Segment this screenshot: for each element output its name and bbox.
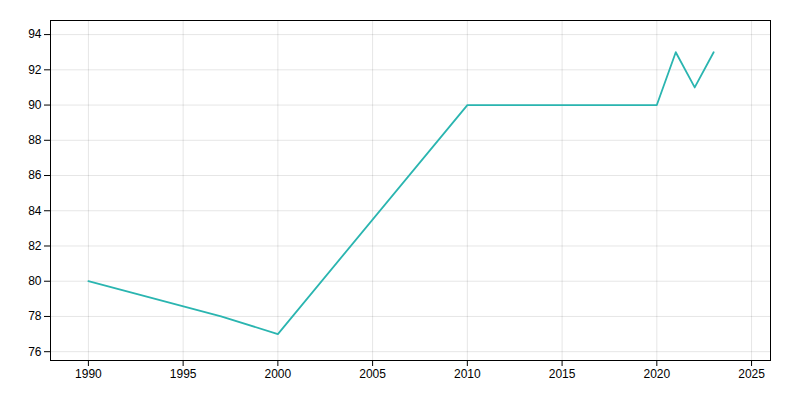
svg-text:2010: 2010: [454, 367, 481, 381]
svg-text:86: 86: [28, 168, 42, 182]
svg-text:2025: 2025: [738, 367, 765, 381]
svg-text:76: 76: [28, 345, 42, 359]
svg-text:2005: 2005: [359, 367, 386, 381]
svg-text:2020: 2020: [643, 367, 670, 381]
svg-text:2000: 2000: [265, 367, 292, 381]
svg-text:1995: 1995: [170, 367, 197, 381]
svg-text:80: 80: [28, 274, 42, 288]
svg-text:92: 92: [28, 63, 42, 77]
svg-text:94: 94: [28, 27, 42, 41]
svg-text:82: 82: [28, 239, 42, 253]
svg-text:90: 90: [28, 98, 42, 112]
svg-text:88: 88: [28, 133, 42, 147]
svg-text:2015: 2015: [549, 367, 576, 381]
svg-text:84: 84: [28, 204, 42, 218]
svg-text:1990: 1990: [75, 367, 102, 381]
svg-text:78: 78: [28, 309, 42, 323]
